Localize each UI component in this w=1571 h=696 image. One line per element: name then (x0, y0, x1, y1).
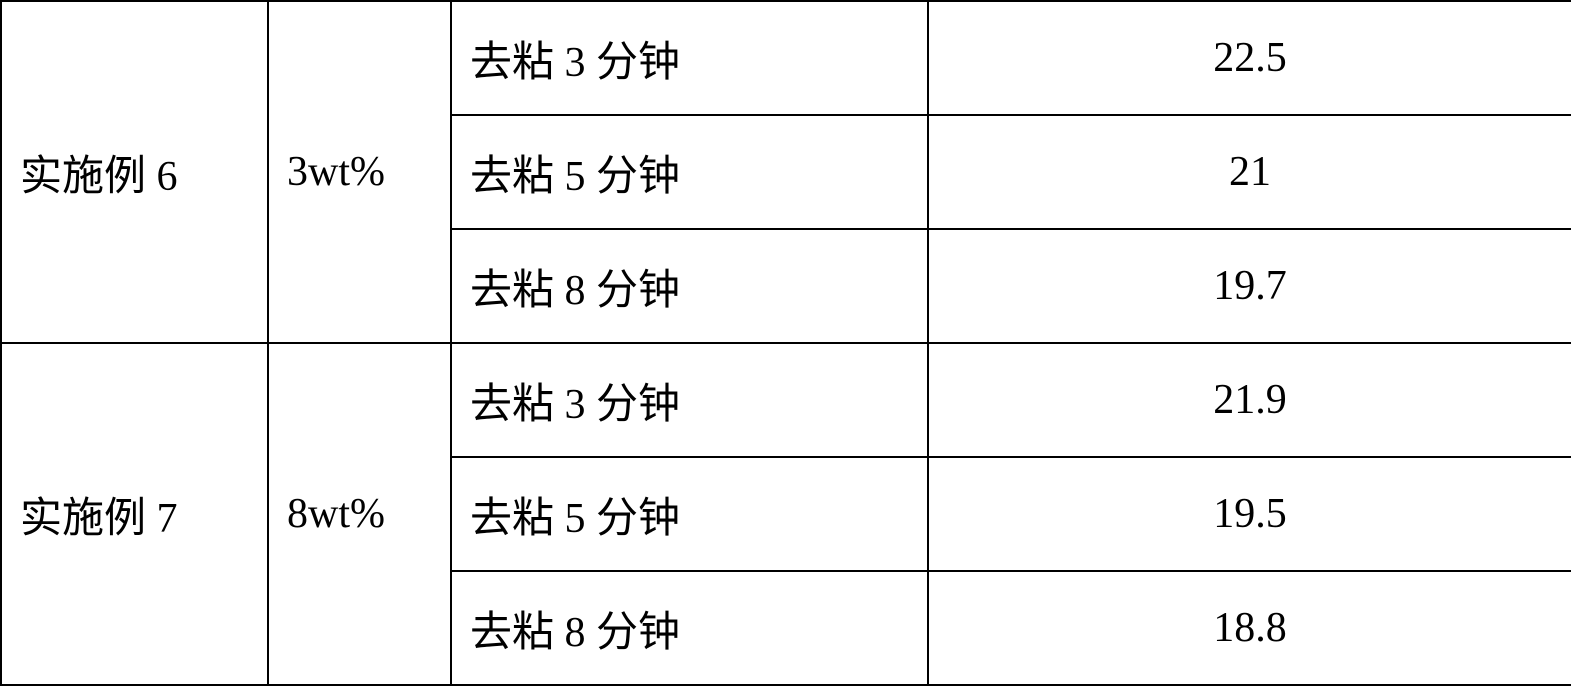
condition-cell: 去粘 8 分钟 (451, 229, 928, 343)
example-label-cell: 实施例 6 (1, 1, 268, 343)
value-cell: 19.5 (928, 457, 1571, 571)
concentration-cell: 8wt% (268, 343, 451, 685)
value-cell: 22.5 (928, 1, 1571, 115)
value-cell: 19.7 (928, 229, 1571, 343)
table-row: 实施例 6 3wt% 去粘 3 分钟 22.5 (1, 1, 1571, 115)
condition-cell: 去粘 3 分钟 (451, 1, 928, 115)
value-cell: 18.8 (928, 571, 1571, 685)
example-label-cell: 实施例 7 (1, 343, 268, 685)
condition-cell: 去粘 5 分钟 (451, 457, 928, 571)
value-cell: 21.9 (928, 343, 1571, 457)
condition-cell: 去粘 3 分钟 (451, 343, 928, 457)
data-table: 实施例 6 3wt% 去粘 3 分钟 22.5 去粘 5 分钟 21 去粘 8 … (0, 0, 1571, 686)
value-cell: 21 (928, 115, 1571, 229)
condition-cell: 去粘 8 分钟 (451, 571, 928, 685)
concentration-cell: 3wt% (268, 1, 451, 343)
table-row: 实施例 7 8wt% 去粘 3 分钟 21.9 (1, 343, 1571, 457)
condition-cell: 去粘 5 分钟 (451, 115, 928, 229)
